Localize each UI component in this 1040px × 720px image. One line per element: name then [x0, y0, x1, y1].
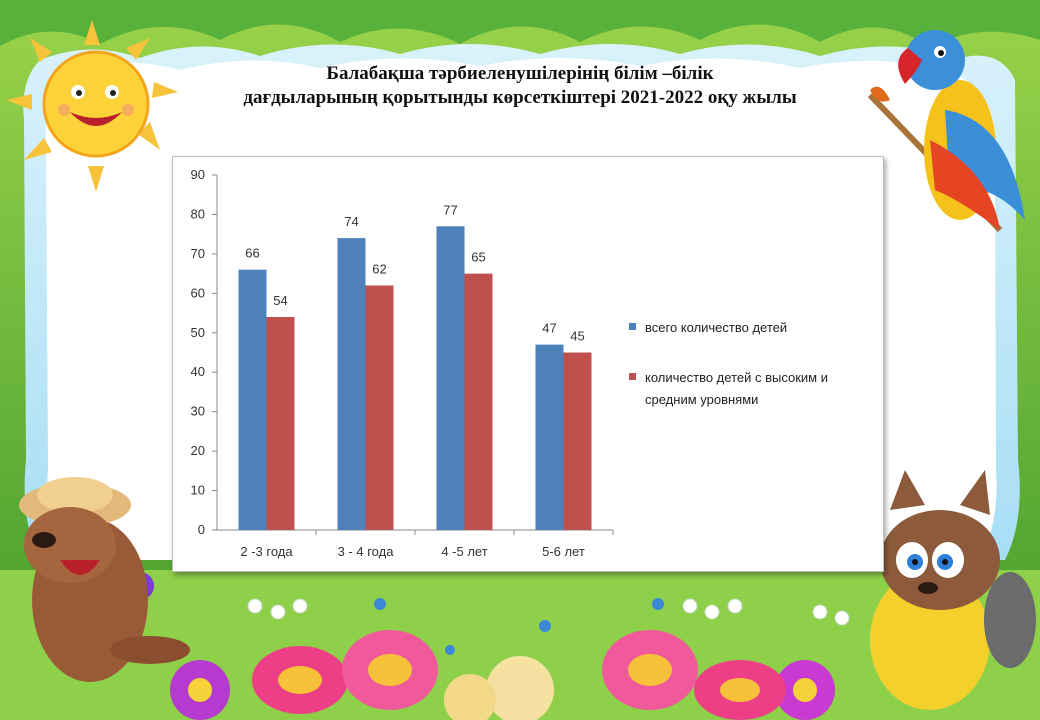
- mole-icon: [19, 477, 190, 682]
- y-tick-label: 30: [191, 404, 205, 419]
- legend-item-series-1: всего количество детей: [629, 317, 875, 339]
- legend-swatch-series-2: [629, 373, 636, 380]
- data-label-series-1: 47: [542, 321, 556, 336]
- bar-series-2: [365, 285, 394, 530]
- data-label-series-1: 74: [344, 214, 358, 229]
- legend-label-series-2: количество детей с высоким и средним уро…: [645, 370, 828, 407]
- x-tick-label: 2 -3 года: [240, 544, 293, 559]
- bar-chart: 0 10 20 30 40 50 60 70 80 90 2 -3 года 66 54 3 - 4 го…: [191, 167, 614, 559]
- y-tick-label: 10: [191, 483, 205, 498]
- chart-panel: 0 10 20 30 40 50 60 70 80 90 2 -3 года 66 54 3 - 4 го…: [172, 156, 884, 572]
- bar-series-1: [535, 344, 564, 530]
- title-line-1: Балабақша тәрбиеленушілерінің білім –біл…: [326, 63, 714, 84]
- data-label-series-2: 54: [273, 293, 287, 308]
- bar-series-1: [337, 238, 366, 530]
- data-label-series-2: 45: [570, 329, 584, 344]
- bar-series-2: [563, 352, 592, 530]
- bar-series-1: [436, 226, 465, 530]
- bar-series-2: [464, 273, 493, 530]
- y-tick-label: 60: [191, 285, 205, 300]
- x-tick-label: 3 - 4 года: [338, 544, 395, 559]
- legend-label-series-1: всего количество детей: [645, 320, 788, 335]
- sun-icon: [6, 20, 178, 192]
- y-tick-label: 50: [191, 325, 205, 340]
- y-tick-label: 80: [191, 206, 205, 221]
- leaves-top: [0, 0, 1040, 48]
- y-tick-label: 20: [191, 443, 205, 458]
- y-tick-label: 90: [191, 167, 205, 182]
- parrot-icon: [867, 30, 1025, 233]
- x-tick-label: 5-6 лет: [542, 544, 585, 559]
- bar-series-2: [266, 317, 295, 530]
- data-label-series-1: 77: [443, 202, 457, 217]
- legend-item-series-2: количество детей с высоким и средним уро…: [629, 367, 875, 411]
- bar-series-1: [238, 269, 267, 530]
- legend-swatch-series-1: [629, 323, 636, 330]
- data-label-series-2: 62: [372, 261, 386, 276]
- title-line-2: дағдыларының қорытынды көрсеткіштері 202…: [243, 87, 797, 108]
- y-tick-label: 0: [198, 522, 205, 537]
- raccoon-icon: [870, 470, 1036, 710]
- data-label-series-1: 66: [245, 246, 259, 261]
- y-tick-label: 40: [191, 364, 205, 379]
- page-title: Балабақша тәрбиеленушілерінің білім –біл…: [150, 62, 890, 110]
- y-tick-label: 70: [191, 246, 205, 261]
- x-tick-label: 4 -5 лет: [441, 544, 487, 559]
- data-label-series-2: 65: [471, 250, 485, 265]
- butterfly-icon: [252, 630, 786, 720]
